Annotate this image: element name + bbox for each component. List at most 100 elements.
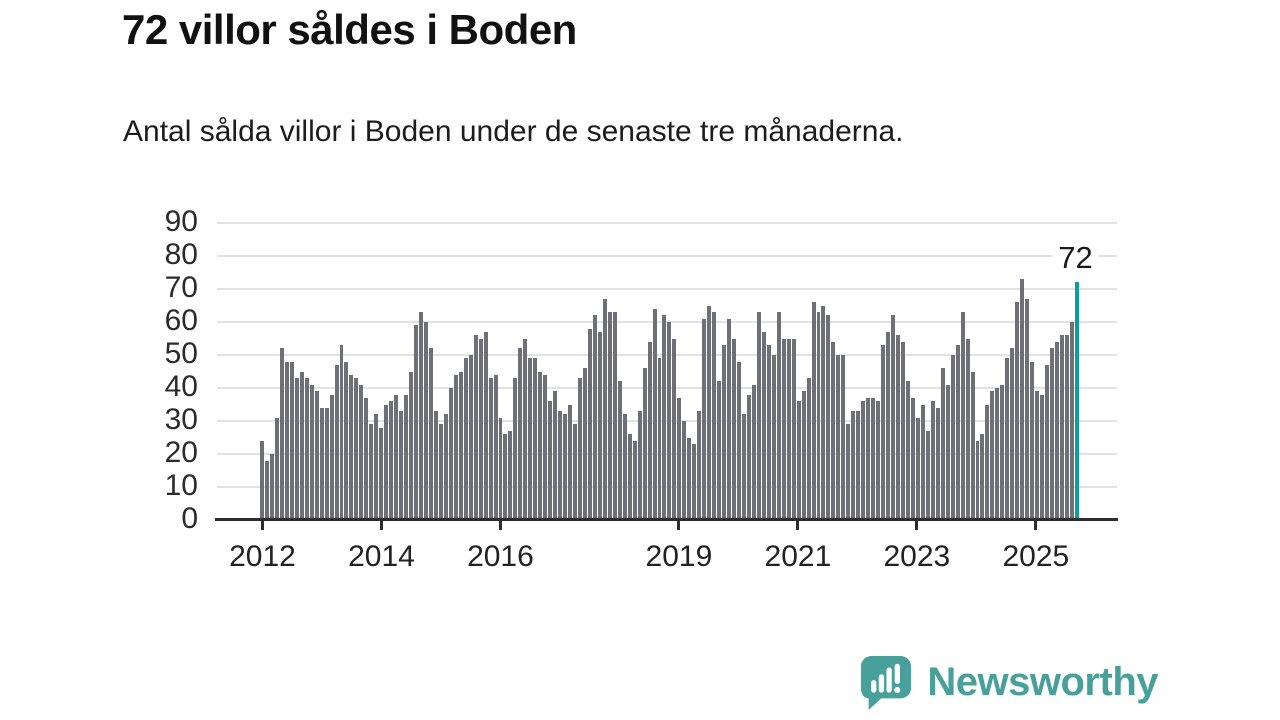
bar (756, 312, 761, 520)
bar (1035, 391, 1040, 520)
bar (975, 440, 980, 520)
bar (543, 374, 548, 520)
bar (433, 411, 438, 520)
y-tick-label-10: 10 (164, 469, 198, 502)
bar (1040, 394, 1045, 520)
bar (319, 407, 324, 520)
bar (925, 430, 930, 520)
bar (831, 341, 836, 520)
bar (682, 421, 687, 520)
bar (1030, 361, 1035, 520)
bar (806, 378, 811, 520)
bar (344, 361, 349, 520)
x-tick-label-2014: 2014 (348, 540, 415, 573)
y-tick-label-80: 80 (164, 238, 198, 271)
bar (1064, 335, 1069, 520)
bar (801, 391, 806, 520)
bar (751, 384, 756, 520)
bar (578, 378, 582, 520)
bar (1020, 279, 1025, 520)
bar (866, 397, 871, 520)
x-tick-label-2021: 2021 (764, 540, 832, 573)
bar (980, 434, 985, 520)
gridline-80 (217, 255, 1117, 257)
bar (389, 401, 394, 520)
x-tick-2012 (260, 521, 264, 530)
newsworthy-wordmark: Newsworthy (927, 659, 1158, 704)
bar (558, 411, 563, 520)
bar (667, 322, 672, 520)
bar (1069, 322, 1074, 520)
bar (428, 348, 433, 520)
bar (483, 331, 488, 520)
y-tick-label-50: 50 (164, 337, 198, 370)
newsworthy-logo: Newsworthy (859, 652, 1158, 712)
bar (592, 315, 597, 520)
bar (384, 404, 389, 520)
bar (796, 401, 801, 520)
x-tick-2014 (379, 521, 383, 530)
bar (493, 374, 498, 520)
bar (304, 378, 309, 520)
bar (279, 348, 284, 520)
bar (414, 325, 418, 520)
bar (940, 368, 945, 520)
bar (627, 434, 632, 520)
bar (394, 394, 399, 520)
bar (607, 312, 612, 520)
bar (503, 434, 508, 520)
bar (513, 378, 518, 520)
bar (697, 411, 702, 520)
bar (861, 401, 866, 520)
bar (722, 345, 727, 520)
gridline-10 (217, 486, 1117, 488)
bar (910, 397, 915, 520)
bar (274, 417, 279, 520)
bar (826, 315, 831, 520)
bar (523, 338, 528, 520)
x-axis-line (215, 518, 1118, 521)
bar (1025, 298, 1030, 520)
bar (1010, 348, 1015, 520)
bar (647, 341, 652, 520)
bar (637, 411, 642, 520)
bar (642, 368, 647, 520)
bar (945, 384, 950, 520)
bar (453, 374, 458, 520)
bar (364, 397, 369, 520)
bar (369, 424, 374, 520)
bar (409, 371, 414, 520)
y-tick-label-90: 90 (164, 205, 198, 238)
bar (672, 338, 677, 520)
bar (553, 391, 558, 520)
bar (468, 355, 473, 520)
bar (438, 424, 443, 520)
bar (289, 361, 294, 520)
bar (563, 414, 568, 520)
bar (891, 315, 895, 520)
bar (587, 328, 592, 520)
bar (518, 348, 523, 520)
bar (339, 345, 344, 520)
bar (717, 381, 722, 520)
bar (458, 371, 463, 520)
bar (657, 358, 662, 520)
bar (309, 384, 314, 520)
bar (990, 391, 995, 520)
gridline-90 (217, 222, 1117, 224)
bar (478, 338, 483, 520)
bar (528, 358, 533, 520)
bar (915, 417, 920, 520)
bar (582, 368, 587, 520)
bar (568, 404, 573, 520)
bar (573, 424, 577, 520)
bar (1045, 364, 1050, 520)
bar (1059, 335, 1064, 520)
chart-subtitle: Antal sålda villor i Boden under de sena… (123, 115, 904, 148)
newsworthy-chart-bubble-icon (859, 653, 913, 711)
bar (463, 358, 468, 520)
bar (846, 424, 851, 520)
bar (1015, 302, 1020, 520)
x-tick-2023 (915, 521, 919, 530)
bar (334, 364, 339, 520)
